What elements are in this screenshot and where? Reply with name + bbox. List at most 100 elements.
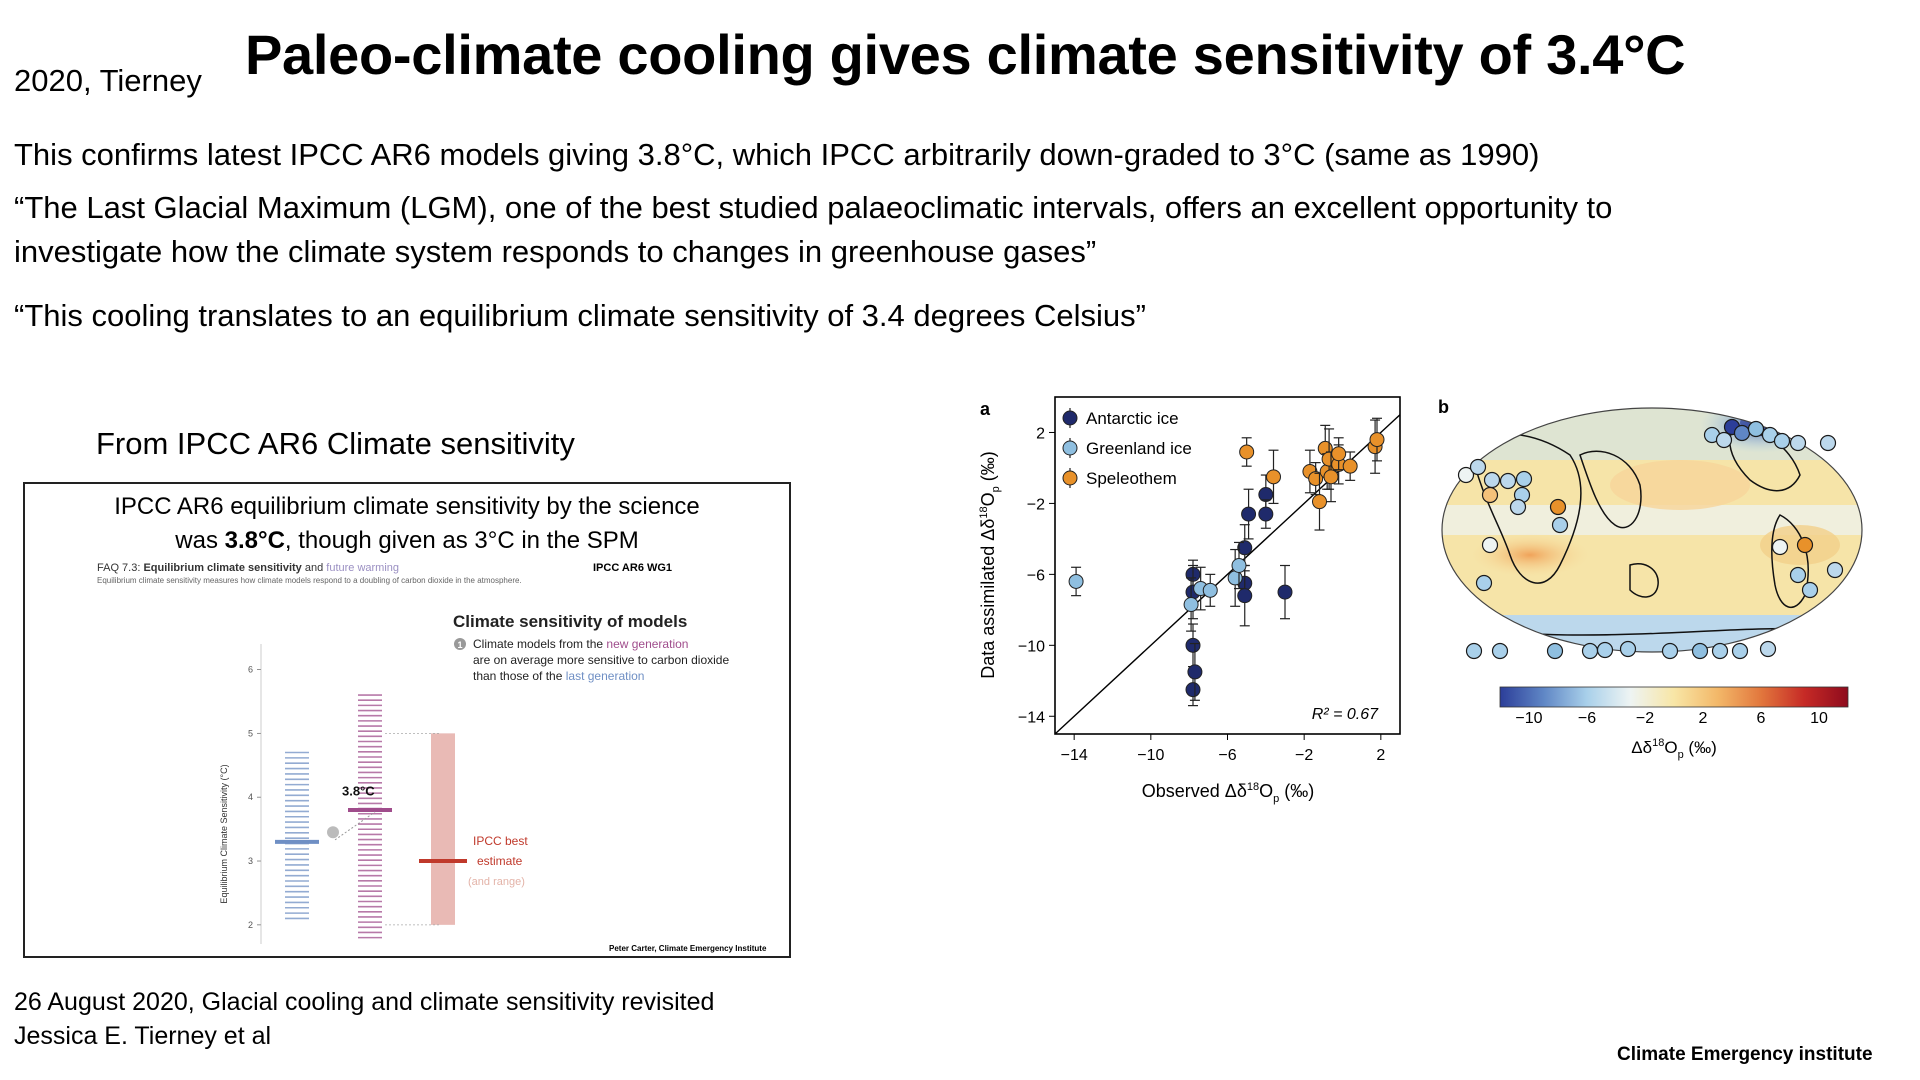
connector-line	[334, 811, 376, 841]
slide-title: Paleo-climate cooling gives climate sens…	[245, 23, 1686, 86]
value-label: 3.8°C	[342, 783, 375, 798]
site-marker	[1773, 432, 1791, 450]
faq-bold: Equilibrium climate sensitivity	[143, 562, 302, 574]
data-point	[1231, 558, 1247, 573]
y-tick-label: 5	[248, 728, 253, 738]
ar6-range-bar	[431, 733, 455, 925]
note-text: Climate models from the	[473, 637, 606, 651]
best-estimate-label: estimate	[477, 854, 523, 868]
site-marker	[1715, 431, 1733, 449]
legend-marker	[1062, 410, 1078, 426]
y-tick-label: −14	[1018, 709, 1045, 726]
faq-title: FAQ 7.3: Equilibrium climate sensitivity…	[97, 562, 399, 574]
site-marker	[1549, 498, 1567, 516]
ipcc-figure: IPCC AR6 equilibrium climate sensitivity…	[23, 482, 791, 958]
y-tick-label: 2	[248, 920, 253, 930]
text-line-3: investigate how the climate system respo…	[14, 234, 1097, 269]
site-marker	[1457, 466, 1475, 484]
y-tick-label: 4	[248, 792, 253, 802]
legend-marker	[1062, 440, 1078, 456]
site-marker	[1515, 470, 1533, 488]
site-marker	[1551, 516, 1569, 534]
colorbar-tick-label: 6	[1757, 710, 1766, 727]
legend-label: Antarctic ice	[1086, 409, 1179, 428]
y-tick-label: −2	[1027, 496, 1045, 513]
data-point	[1342, 458, 1358, 474]
text-line-1: This confirms latest IPCC AR6 models giv…	[14, 137, 1540, 172]
wg1-label: IPCC AR6 WG1	[593, 562, 673, 574]
heading-value: 3.8°C	[224, 527, 285, 554]
note-number-icon	[454, 638, 466, 650]
site-marker	[1483, 471, 1501, 489]
globe-outline	[1441, 407, 1863, 653]
site-marker	[1481, 536, 1499, 554]
citation-line-1: 26 August 2020, Glacial cooling and clim…	[14, 988, 715, 1016]
site-marker	[1759, 640, 1777, 658]
data-point	[1258, 506, 1274, 522]
ipcc-heading-line2: was 3.8°C, though given as 3°C in the SP…	[25, 524, 789, 558]
heading-text: , though given as 3°C in the SPM	[284, 527, 639, 554]
site-marker	[1771, 538, 1789, 556]
site-marker	[1475, 574, 1493, 592]
site-marker	[1789, 434, 1807, 452]
site-marker	[1509, 498, 1527, 516]
y-tick-label: 6	[248, 665, 253, 675]
site-marker	[1789, 566, 1807, 584]
site-marker	[1747, 420, 1765, 438]
text-line-4: “This cooling translates to an equilibri…	[14, 298, 1146, 333]
ipcc-heading-line1: IPCC AR6 equilibrium climate sensitivity…	[114, 493, 700, 520]
y-tick-label: −6	[1027, 567, 1045, 584]
site-marker	[1801, 581, 1819, 599]
note-line-3: than those of the last generation	[473, 669, 644, 683]
faq-prefix: FAQ 7.3:	[97, 562, 144, 574]
colorbar-label: Δδ18Op (‰)	[1631, 737, 1716, 761]
colorbar-tick-label: 10	[1810, 710, 1828, 727]
legend-marker	[1062, 470, 1078, 486]
data-point	[1266, 469, 1281, 485]
faq-highlight: future warming	[326, 562, 400, 574]
data-point	[1185, 682, 1201, 698]
x-tick-label: −14	[1061, 747, 1088, 764]
site-marker	[1731, 642, 1749, 660]
data-point	[1237, 588, 1253, 604]
model-panel-title: Climate sensitivity of models	[453, 612, 687, 631]
site-marker	[1733, 424, 1751, 442]
x-tick-label: −6	[1218, 747, 1236, 764]
y-tick-label: 2	[1036, 425, 1045, 442]
data-point	[1331, 446, 1347, 462]
x-axis-label: Observed Δδ18Op (‰)	[1142, 781, 1314, 805]
data-point	[1187, 664, 1203, 680]
note-number: 1	[457, 640, 462, 650]
y-axis-label: Equilibrium Climate Sensitivity (°C)	[219, 764, 229, 903]
note-line-2: are on average more sensitive to carbon …	[473, 653, 729, 667]
x-tick-label: 2	[1376, 747, 1385, 764]
data-point	[1068, 573, 1084, 589]
site-marker	[1481, 486, 1499, 504]
site-marker	[1691, 642, 1709, 660]
note-text: than those of the	[473, 669, 566, 683]
site-marker	[1546, 642, 1564, 660]
site-marker	[1465, 642, 1483, 660]
faq-and: and	[301, 562, 327, 574]
legend-label: Greenland ice	[1086, 439, 1192, 458]
y-tick-label: 3	[248, 856, 253, 866]
site-marker	[1661, 642, 1679, 660]
data-point	[1369, 432, 1385, 448]
heading-text: was	[175, 527, 225, 554]
site-marker	[1796, 536, 1814, 554]
panel-a-scatter: a −14 −10 −6 −2 2 2 −2 −6 −10 −14 Antarctic ice Gr…	[978, 396, 1401, 805]
colorbar	[1499, 686, 1849, 708]
figure-credit: Peter Carter, Climate Emergency Institut…	[609, 944, 767, 953]
data-point	[1323, 469, 1339, 485]
data-point	[1239, 444, 1255, 460]
colorbar-tick-label: −10	[1515, 710, 1542, 727]
data-point	[1185, 637, 1201, 653]
colorbar-tick-label: −2	[1636, 710, 1654, 727]
x-tick-label: −10	[1137, 747, 1164, 764]
figure-caption: From IPCC AR6 Climate sensitivity	[96, 426, 575, 461]
data-point	[1277, 584, 1293, 600]
note-highlight-new: new generation	[606, 637, 688, 651]
x-tick-label: −2	[1295, 747, 1313, 764]
data-point	[1202, 582, 1218, 598]
legend-label: Speleothem	[1086, 469, 1177, 488]
